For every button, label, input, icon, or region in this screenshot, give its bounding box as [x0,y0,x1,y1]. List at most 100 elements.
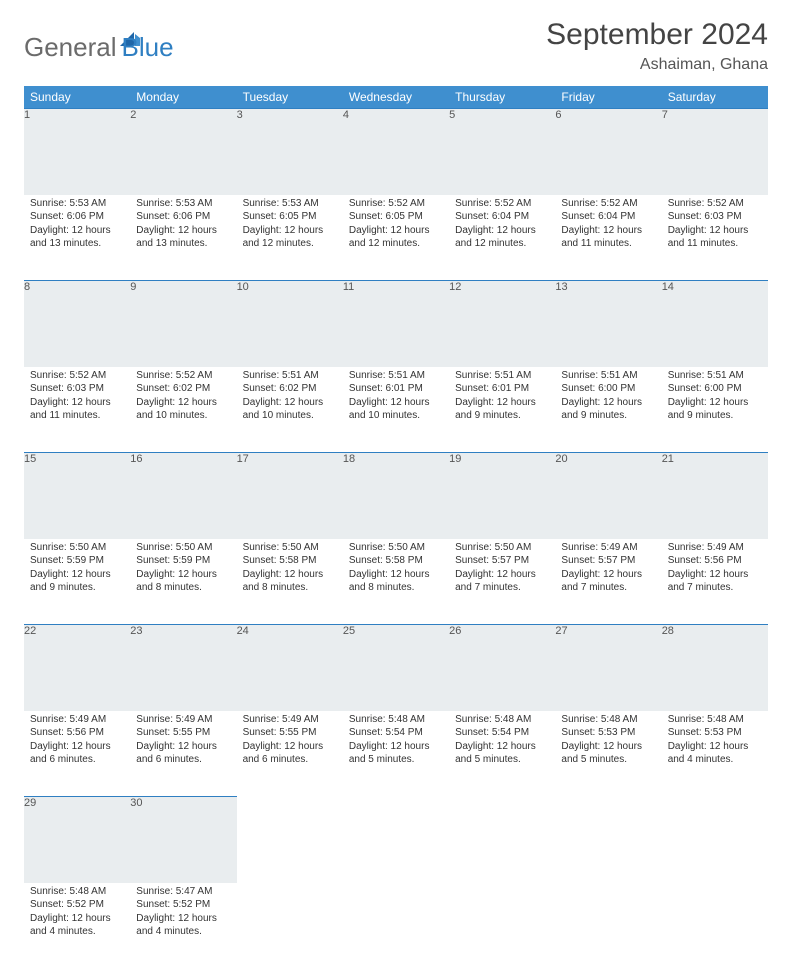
day-number-cell: 22 [24,625,130,711]
sunset-line: Sunset: 5:55 PM [136,726,230,740]
day-number-cell: 3 [237,109,343,195]
sunset-line: Sunset: 5:52 PM [136,898,230,912]
sunrise-line: Sunrise: 5:51 AM [243,369,337,383]
daynum-row: 891011121314 [24,281,768,367]
day-cell: Sunrise: 5:47 AMSunset: 5:52 PMDaylight:… [130,883,236,969]
day-content: Sunrise: 5:48 AMSunset: 5:52 PMDaylight:… [24,883,130,945]
daynum-row: 15161718192021 [24,453,768,539]
day-content: Sunrise: 5:49 AMSunset: 5:57 PMDaylight:… [555,539,661,601]
day-content: Sunrise: 5:52 AMSunset: 6:03 PMDaylight:… [662,195,768,257]
day-cell: Sunrise: 5:52 AMSunset: 6:03 PMDaylight:… [24,367,130,453]
calendar-head: SundayMondayTuesdayWednesdayThursdayFrid… [24,86,768,109]
day-cell: Sunrise: 5:53 AMSunset: 6:06 PMDaylight:… [24,195,130,281]
sunset-line: Sunset: 6:06 PM [136,210,230,224]
day-number-cell: 21 [662,453,768,539]
daylight-line: Daylight: 12 hours and 9 minutes. [668,396,762,423]
sunrise-line: Sunrise: 5:51 AM [455,369,549,383]
sunrise-line: Sunrise: 5:48 AM [349,713,443,727]
day-number-cell [449,797,555,883]
day-number-cell: 29 [24,797,130,883]
day-cell [449,883,555,969]
weekday-header: Sunday [24,86,130,109]
day-content: Sunrise: 5:51 AMSunset: 6:02 PMDaylight:… [237,367,343,429]
day-content: Sunrise: 5:51 AMSunset: 6:00 PMDaylight:… [555,367,661,429]
day-number-cell: 24 [237,625,343,711]
day-number-cell: 26 [449,625,555,711]
sunrise-line: Sunrise: 5:50 AM [243,541,337,555]
sunrise-line: Sunrise: 5:52 AM [136,369,230,383]
sunset-line: Sunset: 6:02 PM [243,382,337,396]
sunset-line: Sunset: 6:06 PM [30,210,124,224]
day-number-cell: 16 [130,453,236,539]
day-content: Sunrise: 5:53 AMSunset: 6:06 PMDaylight:… [130,195,236,257]
sunset-line: Sunset: 5:58 PM [349,554,443,568]
daylight-line: Daylight: 12 hours and 9 minutes. [455,396,549,423]
sunrise-line: Sunrise: 5:51 AM [561,369,655,383]
day-number-cell: 10 [237,281,343,367]
daylight-line: Daylight: 12 hours and 8 minutes. [243,568,337,595]
day-content: Sunrise: 5:48 AMSunset: 5:53 PMDaylight:… [662,711,768,773]
sunset-line: Sunset: 5:52 PM [30,898,124,912]
sunset-line: Sunset: 6:03 PM [30,382,124,396]
sunrise-line: Sunrise: 5:50 AM [136,541,230,555]
daylight-line: Daylight: 12 hours and 6 minutes. [30,740,124,767]
day-content: Sunrise: 5:50 AMSunset: 5:57 PMDaylight:… [449,539,555,601]
sunrise-line: Sunrise: 5:49 AM [668,541,762,555]
day-cell: Sunrise: 5:53 AMSunset: 6:05 PMDaylight:… [237,195,343,281]
sunrise-line: Sunrise: 5:53 AM [136,197,230,211]
day-content: Sunrise: 5:49 AMSunset: 5:56 PMDaylight:… [662,539,768,601]
calendar-body: 1234567Sunrise: 5:53 AMSunset: 6:06 PMDa… [24,109,768,969]
day-number-cell: 20 [555,453,661,539]
sunset-line: Sunset: 6:05 PM [243,210,337,224]
day-content: Sunrise: 5:48 AMSunset: 5:54 PMDaylight:… [343,711,449,773]
day-cell: Sunrise: 5:51 AMSunset: 6:00 PMDaylight:… [662,367,768,453]
sunrise-line: Sunrise: 5:52 AM [455,197,549,211]
day-number-cell: 8 [24,281,130,367]
sunset-line: Sunset: 6:04 PM [455,210,549,224]
day-cell: Sunrise: 5:49 AMSunset: 5:55 PMDaylight:… [130,711,236,797]
sunrise-line: Sunrise: 5:50 AM [30,541,124,555]
sunset-line: Sunset: 6:01 PM [455,382,549,396]
day-content: Sunrise: 5:49 AMSunset: 5:55 PMDaylight:… [130,711,236,773]
day-number-cell: 25 [343,625,449,711]
sunset-line: Sunset: 5:55 PM [243,726,337,740]
day-content: Sunrise: 5:48 AMSunset: 5:54 PMDaylight:… [449,711,555,773]
day-cell [237,883,343,969]
day-content: Sunrise: 5:53 AMSunset: 6:05 PMDaylight:… [237,195,343,257]
sunrise-line: Sunrise: 5:48 AM [668,713,762,727]
day-number-cell: 13 [555,281,661,367]
day-content: Sunrise: 5:50 AMSunset: 5:58 PMDaylight:… [343,539,449,601]
sunset-line: Sunset: 5:56 PM [668,554,762,568]
week-row: Sunrise: 5:49 AMSunset: 5:56 PMDaylight:… [24,711,768,797]
sunrise-line: Sunrise: 5:49 AM [136,713,230,727]
daylight-line: Daylight: 12 hours and 10 minutes. [136,396,230,423]
sunrise-line: Sunrise: 5:48 AM [455,713,549,727]
daylight-line: Daylight: 12 hours and 13 minutes. [136,224,230,251]
day-cell: Sunrise: 5:51 AMSunset: 6:01 PMDaylight:… [449,367,555,453]
day-cell [343,883,449,969]
sunset-line: Sunset: 5:59 PM [136,554,230,568]
sunset-line: Sunset: 6:03 PM [668,210,762,224]
sunset-line: Sunset: 5:59 PM [30,554,124,568]
daynum-row: 2930 [24,797,768,883]
day-number-cell: 12 [449,281,555,367]
sunrise-line: Sunrise: 5:51 AM [349,369,443,383]
day-number-cell: 18 [343,453,449,539]
logo: General Blue [24,18,174,60]
sunrise-line: Sunrise: 5:52 AM [668,197,762,211]
day-cell: Sunrise: 5:49 AMSunset: 5:55 PMDaylight:… [237,711,343,797]
daylight-line: Daylight: 12 hours and 12 minutes. [455,224,549,251]
sunrise-line: Sunrise: 5:51 AM [668,369,762,383]
sunset-line: Sunset: 5:58 PM [243,554,337,568]
day-content: Sunrise: 5:51 AMSunset: 6:00 PMDaylight:… [662,367,768,429]
day-cell: Sunrise: 5:51 AMSunset: 6:01 PMDaylight:… [343,367,449,453]
sunrise-line: Sunrise: 5:49 AM [30,713,124,727]
day-cell [662,883,768,969]
day-content: Sunrise: 5:48 AMSunset: 5:53 PMDaylight:… [555,711,661,773]
daylight-line: Daylight: 12 hours and 7 minutes. [561,568,655,595]
day-cell: Sunrise: 5:48 AMSunset: 5:52 PMDaylight:… [24,883,130,969]
weekday-header: Thursday [449,86,555,109]
day-content: Sunrise: 5:50 AMSunset: 5:58 PMDaylight:… [237,539,343,601]
daylight-line: Daylight: 12 hours and 4 minutes. [668,740,762,767]
week-row: Sunrise: 5:53 AMSunset: 6:06 PMDaylight:… [24,195,768,281]
